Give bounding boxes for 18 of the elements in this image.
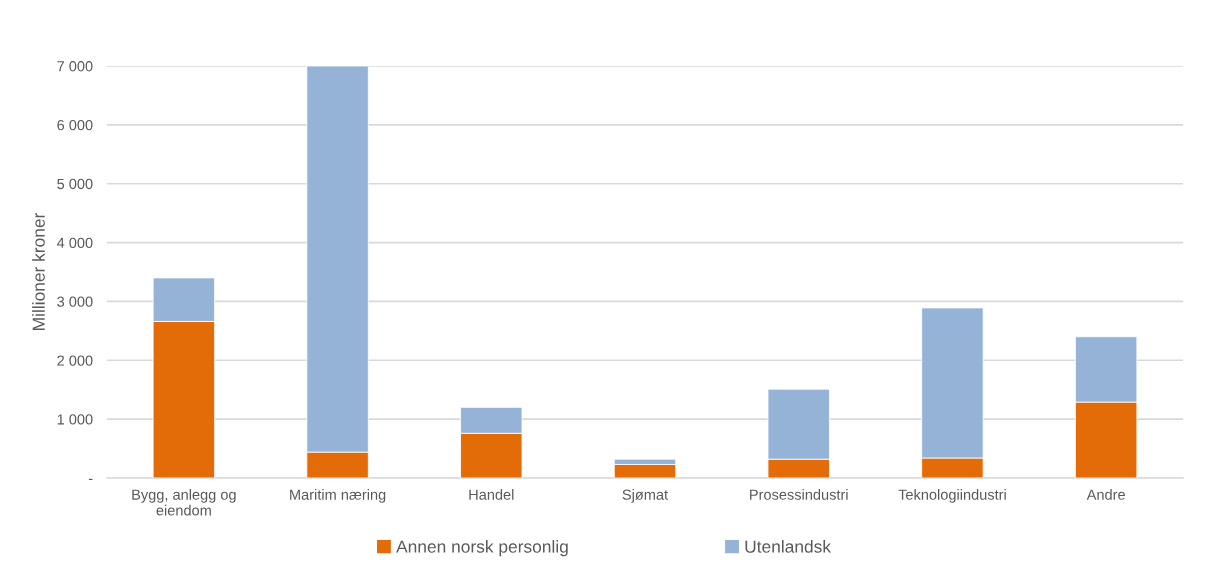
y-tick-label: -: [88, 478, 93, 480]
x-tick-label: Teknologiindustri: [898, 489, 1006, 503]
y-tick-label: 6 000: [57, 119, 93, 131]
y-tick-label: 5 000: [57, 178, 93, 190]
x-tick-label: Sjømat: [622, 489, 668, 503]
x-tick-label: Andre: [1086, 489, 1125, 500]
x-tick-label: Bygg, anlegg og eiendom: [132, 489, 236, 516]
y-tick-label: 3 000: [57, 296, 93, 307]
legend-label: Utenlandsk: [745, 540, 832, 553]
y-tick-label: 7 000: [57, 61, 93, 72]
y-tick-label: 4 000: [56, 237, 93, 248]
y-tick-label: 1 000: [57, 414, 93, 425]
x-tick-label: Maritim næring: [290, 489, 386, 503]
legend-label: Annen norsk personlig: [396, 540, 568, 557]
x-tick-label: Prosessindustri: [750, 489, 848, 500]
y-tick-label: 2 000: [57, 355, 93, 366]
y-axis-title: Millioner kroner: [32, 212, 45, 330]
x-tick-label: Handel: [469, 489, 514, 500]
